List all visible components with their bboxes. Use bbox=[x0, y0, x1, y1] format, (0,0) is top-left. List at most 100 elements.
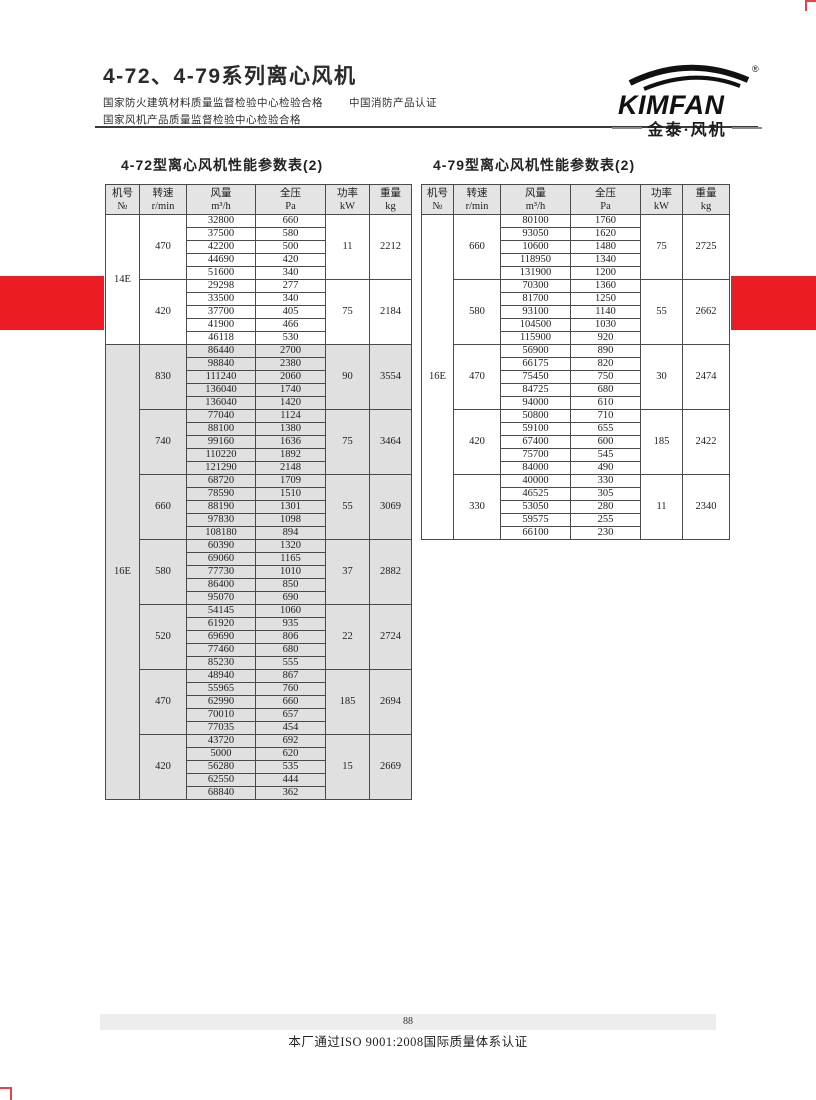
speed-cell: 830 bbox=[139, 344, 187, 410]
certification-text-b: 中国消防产品认证 bbox=[349, 97, 437, 109]
column-header: 转速 r/min bbox=[139, 184, 187, 215]
table-row: 470 48940 867 185 2694 bbox=[106, 669, 412, 735]
speed-cell: 420 bbox=[139, 734, 187, 800]
pressure-cell: 555 bbox=[255, 656, 326, 670]
logo-subtitle-line-left bbox=[612, 127, 643, 129]
pressure-cell: 1480 bbox=[570, 240, 641, 254]
airflow-cell: 44690 bbox=[186, 253, 256, 267]
red-tab-left bbox=[0, 276, 104, 330]
table-row: 660 68720 1709 55 3069 bbox=[106, 474, 412, 540]
table-row: 41900 466 bbox=[106, 318, 412, 332]
pressure-cell: 535 bbox=[255, 760, 326, 774]
pressure-cell: 1740 bbox=[255, 383, 326, 397]
airflow-cell: 77460 bbox=[186, 643, 256, 657]
right-table-title: 4-79型离心风机性能参数表(2) bbox=[433, 157, 636, 173]
pressure-cell: 1250 bbox=[570, 292, 641, 306]
airflow-cell: 81700 bbox=[500, 292, 571, 306]
pressure-cell: 680 bbox=[255, 643, 326, 657]
pressure-cell: 330 bbox=[570, 474, 641, 488]
table-row: 66100 230 bbox=[422, 526, 730, 540]
table-row: 115900 920 bbox=[422, 331, 730, 345]
pressure-cell: 660 bbox=[255, 695, 326, 709]
table-row: 16E 660 80100 1760 75 2725 bbox=[421, 214, 730, 540]
column-header: 重量 kg bbox=[369, 184, 412, 215]
model-cell: 16E bbox=[105, 344, 140, 800]
table-row: 69690 806 bbox=[106, 630, 412, 644]
pressure-cell: 530 bbox=[255, 331, 326, 345]
table-row: 104500 1030 bbox=[422, 318, 730, 332]
table-row: 77730 1010 bbox=[106, 565, 412, 579]
power-cell: 55 bbox=[640, 279, 683, 345]
weight-cell: 2669 bbox=[369, 734, 412, 800]
weight-cell: 3554 bbox=[369, 344, 412, 410]
table-row: 88100 1380 bbox=[106, 422, 412, 436]
pressure-cell: 1892 bbox=[255, 448, 326, 462]
airflow-cell: 53050 bbox=[500, 500, 571, 514]
table-row: 97830 1098 bbox=[106, 513, 412, 527]
table-row: 75700 545 bbox=[422, 448, 730, 462]
pressure-cell: 692 bbox=[255, 734, 326, 748]
logo-subtitle-row: 金泰·风机 bbox=[612, 116, 762, 140]
airflow-cell: 86400 bbox=[186, 578, 256, 592]
page-number: 88 bbox=[403, 1016, 413, 1027]
page-number-band: 88 bbox=[100, 1014, 716, 1030]
pressure-cell: 454 bbox=[255, 721, 326, 735]
table-row: 42200 500 bbox=[106, 240, 412, 254]
airflow-cell: 95070 bbox=[186, 591, 256, 605]
model-cell: 14E bbox=[105, 214, 140, 345]
pressure-cell: 1098 bbox=[255, 513, 326, 527]
airflow-cell: 115900 bbox=[500, 331, 571, 345]
airflow-cell: 104500 bbox=[500, 318, 571, 332]
airflow-cell: 67400 bbox=[500, 435, 571, 449]
power-cell: 75 bbox=[325, 409, 370, 475]
left-table-container: 机号 № 转速 r/min 风量 m³/h 全压 Pa 功率 kW 重量 kg 14E 470 32800 6… bbox=[105, 184, 412, 800]
table-row: 111240 2060 bbox=[106, 370, 412, 384]
certification-line-2: 国家风机产品质量监督检验中心检验合格 bbox=[103, 114, 301, 126]
page-title: 4-72、4-79系列离心风机 bbox=[103, 65, 357, 88]
table-row: 61920 935 bbox=[106, 617, 412, 631]
weight-cell: 3069 bbox=[369, 474, 412, 540]
column-header: 功率 kW bbox=[640, 184, 683, 215]
pressure-cell: 1124 bbox=[255, 409, 326, 423]
power-cell: 30 bbox=[640, 344, 683, 410]
pressure-cell: 680 bbox=[570, 383, 641, 397]
table-row: 67400 600 bbox=[422, 435, 730, 449]
pressure-cell: 935 bbox=[255, 617, 326, 631]
brand-logo: KIMFAN ® 金泰·风机 bbox=[612, 56, 762, 140]
pressure-cell: 600 bbox=[570, 435, 641, 449]
table-row: 85230 555 bbox=[106, 656, 412, 670]
table-row: 95070 690 bbox=[106, 591, 412, 605]
pressure-cell: 444 bbox=[255, 773, 326, 787]
airflow-cell: 32800 bbox=[186, 214, 256, 228]
airflow-cell: 97830 bbox=[186, 513, 256, 527]
weight-cell: 2724 bbox=[369, 604, 412, 670]
pressure-cell: 1165 bbox=[255, 552, 326, 566]
speed-cell: 660 bbox=[453, 214, 501, 280]
airflow-cell: 37700 bbox=[186, 305, 256, 319]
airflow-cell: 70010 bbox=[186, 708, 256, 722]
column-header: 转速 r/min bbox=[453, 184, 501, 215]
airflow-cell: 46525 bbox=[500, 487, 571, 501]
column-header: 全压 Pa bbox=[255, 184, 326, 215]
table-row: 77460 680 bbox=[106, 643, 412, 657]
airflow-cell: 93050 bbox=[500, 227, 571, 241]
certification-text-a: 国家防火建筑材料质量监督检验中心检验合格 bbox=[103, 97, 323, 109]
table-row: 420 50800 710 185 2422 bbox=[422, 409, 730, 475]
table-row: 84000 490 bbox=[422, 461, 730, 475]
airflow-cell: 121290 bbox=[186, 461, 256, 475]
airflow-cell: 50800 bbox=[500, 409, 571, 423]
logo-arc-outer bbox=[628, 64, 750, 86]
table-row: 5000 620 bbox=[106, 747, 412, 761]
pressure-cell: 340 bbox=[255, 292, 326, 306]
airflow-cell: 110220 bbox=[186, 448, 256, 462]
pressure-cell: 890 bbox=[570, 344, 641, 358]
airflow-cell: 75700 bbox=[500, 448, 571, 462]
airflow-cell: 5000 bbox=[186, 747, 256, 761]
table-row: 740 77040 1124 75 3464 bbox=[106, 409, 412, 475]
airflow-cell: 56900 bbox=[500, 344, 571, 358]
table-row: 68840 362 bbox=[106, 786, 412, 800]
pressure-cell: 1340 bbox=[570, 253, 641, 267]
pressure-cell: 750 bbox=[570, 370, 641, 384]
table-row: 14E 470 32800 660 11 2212 bbox=[105, 214, 412, 345]
airflow-cell: 77040 bbox=[186, 409, 256, 423]
